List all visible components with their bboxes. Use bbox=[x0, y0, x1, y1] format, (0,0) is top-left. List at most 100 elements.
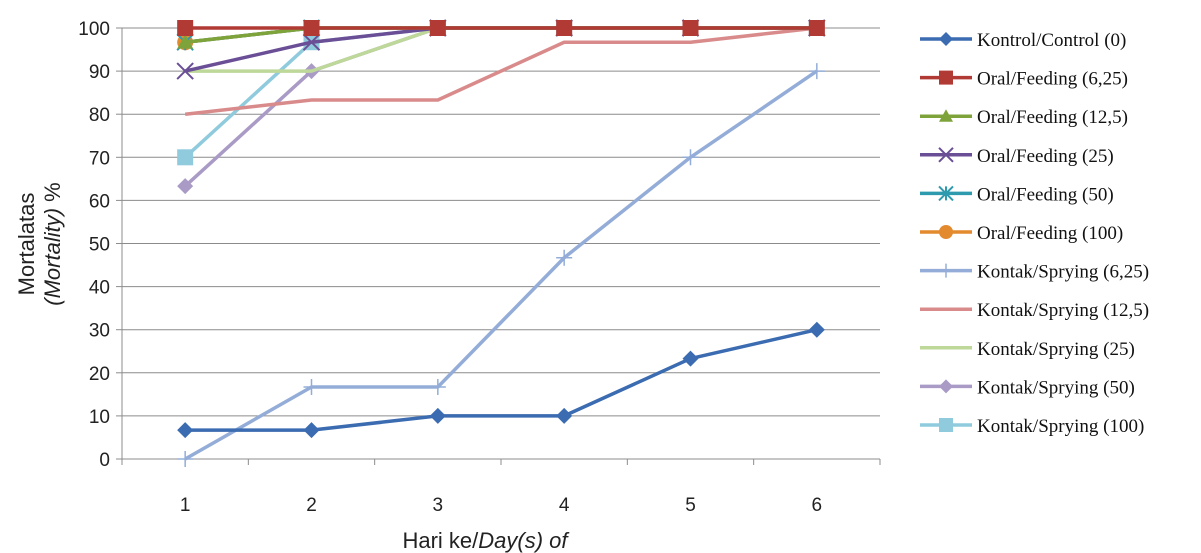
x-tick-label-0: 1 bbox=[180, 495, 191, 516]
x-tick-label-4: 5 bbox=[685, 495, 696, 516]
y-tick-label-6: 60 bbox=[89, 191, 110, 212]
series-1-point-0 bbox=[177, 20, 194, 36]
x-tick-label-1: 2 bbox=[306, 495, 317, 516]
legend-marker-6 bbox=[939, 263, 953, 278]
series-line-7 bbox=[184, 26, 818, 116]
legend-item-1: Oral/Feeding (6,25) bbox=[920, 69, 1128, 90]
legend-item-3: Oral/Feeding (25) bbox=[920, 146, 1114, 167]
series-6-point-2 bbox=[429, 379, 446, 396]
legend-label-3: Oral/Feeding (25) bbox=[977, 146, 1114, 167]
grid bbox=[122, 27, 880, 460]
series-0-point-5 bbox=[808, 321, 825, 338]
series-4 bbox=[176, 19, 826, 51]
y-tick-label-3: 30 bbox=[89, 321, 110, 342]
y-tick-label-7: 70 bbox=[89, 148, 110, 169]
series-1-point-2 bbox=[429, 20, 446, 36]
series-3-point-1 bbox=[302, 33, 321, 51]
legend-item-8: Kontak/Sprying (25) bbox=[920, 339, 1135, 360]
series-1-point-4 bbox=[682, 20, 699, 36]
series-1-point-1 bbox=[303, 20, 320, 36]
y-tick-label-8: 80 bbox=[89, 105, 110, 126]
y-tick-label-4: 40 bbox=[89, 278, 110, 299]
legend-marker-9 bbox=[939, 379, 953, 394]
series-9-point-0 bbox=[177, 178, 194, 195]
series-lines bbox=[176, 19, 826, 467]
y-tick-label-9: 90 bbox=[89, 62, 110, 83]
series-6-point-3 bbox=[556, 249, 573, 266]
series-line-0 bbox=[185, 327, 818, 432]
series-2-point-0 bbox=[177, 34, 194, 49]
legend-label-2: Oral/Feeding (12,5) bbox=[977, 107, 1128, 128]
series-0-point-3 bbox=[556, 407, 573, 424]
legend-marker-2 bbox=[939, 109, 953, 122]
legend-item-7: Kontak/Sprying (12,5) bbox=[920, 300, 1149, 321]
series-7 bbox=[184, 26, 818, 116]
y-axis-title-suffix: % bbox=[40, 182, 65, 208]
y-axis-title-line1: Mortalatas bbox=[14, 193, 39, 296]
series-6-point-5 bbox=[808, 63, 825, 80]
series-6 bbox=[177, 63, 825, 467]
x-tick-label-3: 4 bbox=[559, 495, 570, 516]
legend-label-1: Oral/Feeding (6,25) bbox=[977, 69, 1128, 90]
legend-label-0: Kontrol/Control (0) bbox=[977, 30, 1126, 51]
series-0-point-4 bbox=[682, 350, 699, 367]
y-tick-label-5: 50 bbox=[89, 235, 110, 256]
series-0 bbox=[177, 321, 825, 439]
series-3-point-0 bbox=[176, 62, 194, 80]
series-1-point-5 bbox=[808, 20, 825, 36]
y-axis-title-italic: (Mortality) bbox=[40, 208, 65, 306]
x-tick-label-2: 3 bbox=[433, 495, 444, 516]
legend-marker-10 bbox=[939, 418, 953, 432]
series-line-9 bbox=[183, 26, 817, 188]
series-6-point-1 bbox=[303, 379, 320, 396]
legend-label-10: Kontak/Sprying (100) bbox=[977, 416, 1144, 437]
legend-item-2: Oral/Feeding (12,5) bbox=[920, 107, 1128, 128]
y-tick-label-1: 10 bbox=[89, 407, 110, 428]
legend-item-6: Kontak/Sprying (6,25) bbox=[920, 262, 1149, 283]
legend-label-7: Kontak/Sprying (12,5) bbox=[977, 300, 1149, 321]
series-0-point-0 bbox=[177, 422, 194, 439]
series-2 bbox=[177, 20, 825, 49]
x-axis-title-plain: Hari ke/ bbox=[402, 528, 479, 553]
series-10-point-0 bbox=[177, 149, 194, 166]
series-10 bbox=[177, 20, 825, 166]
series-line-10 bbox=[183, 26, 817, 159]
legend-marker-0 bbox=[939, 32, 953, 46]
y-tick-label-2: 20 bbox=[89, 364, 110, 385]
legend: Kontrol/Control (0) Oral/Feeding (6,25) Or… bbox=[920, 30, 1149, 437]
legend-item-5: Oral/Feeding (100) bbox=[920, 223, 1123, 244]
series-0-point-1 bbox=[303, 422, 320, 439]
legend-label-9: Kontak/Sprying (50) bbox=[977, 377, 1135, 398]
series-6-point-4 bbox=[682, 149, 699, 166]
legend-item-9: Kontak/Sprying (50) bbox=[920, 377, 1135, 398]
legend-item-10: Kontak/Sprying (100) bbox=[920, 416, 1144, 437]
legend-label-4: Oral/Feeding (50) bbox=[977, 184, 1114, 205]
x-tick-label-5: 6 bbox=[812, 495, 823, 516]
y-axis-title-line2: (Mortality) % bbox=[40, 182, 65, 305]
legend-item-4: Oral/Feeding (50) bbox=[920, 184, 1114, 205]
legend-marker-1 bbox=[939, 70, 953, 85]
series-line-6 bbox=[184, 69, 818, 461]
legend-label-6: Kontak/Sprying (6,25) bbox=[977, 262, 1149, 283]
series-9 bbox=[177, 20, 825, 195]
tick-labels: 0 10 20 30 40 50 60 70 80 90 100 1 2 3 4 5 6 bbox=[78, 19, 822, 516]
series-1 bbox=[177, 20, 825, 36]
series-line-3 bbox=[184, 26, 817, 73]
series-5 bbox=[177, 20, 825, 51]
legend-item-0: Kontrol/Control (0) bbox=[920, 30, 1126, 51]
legend-marker-3 bbox=[938, 147, 954, 163]
legend-label-8: Kontak/Sprying (25) bbox=[977, 339, 1135, 360]
y-tick-label-0: 0 bbox=[99, 450, 110, 471]
x-axis-title: Hari ke/Day(s) of bbox=[402, 528, 570, 553]
x-axis-title-italic: Day(s) of bbox=[478, 528, 570, 553]
series-6-point-0 bbox=[177, 451, 194, 467]
axes bbox=[116, 27, 881, 465]
series-1-point-3 bbox=[556, 20, 573, 36]
legend-marker-5 bbox=[939, 225, 953, 239]
legend-label-5: Oral/Feeding (100) bbox=[977, 223, 1123, 244]
legend-marker-4 bbox=[938, 185, 954, 202]
series-0-point-2 bbox=[429, 407, 446, 424]
y-tick-label-10: 100 bbox=[78, 19, 110, 40]
